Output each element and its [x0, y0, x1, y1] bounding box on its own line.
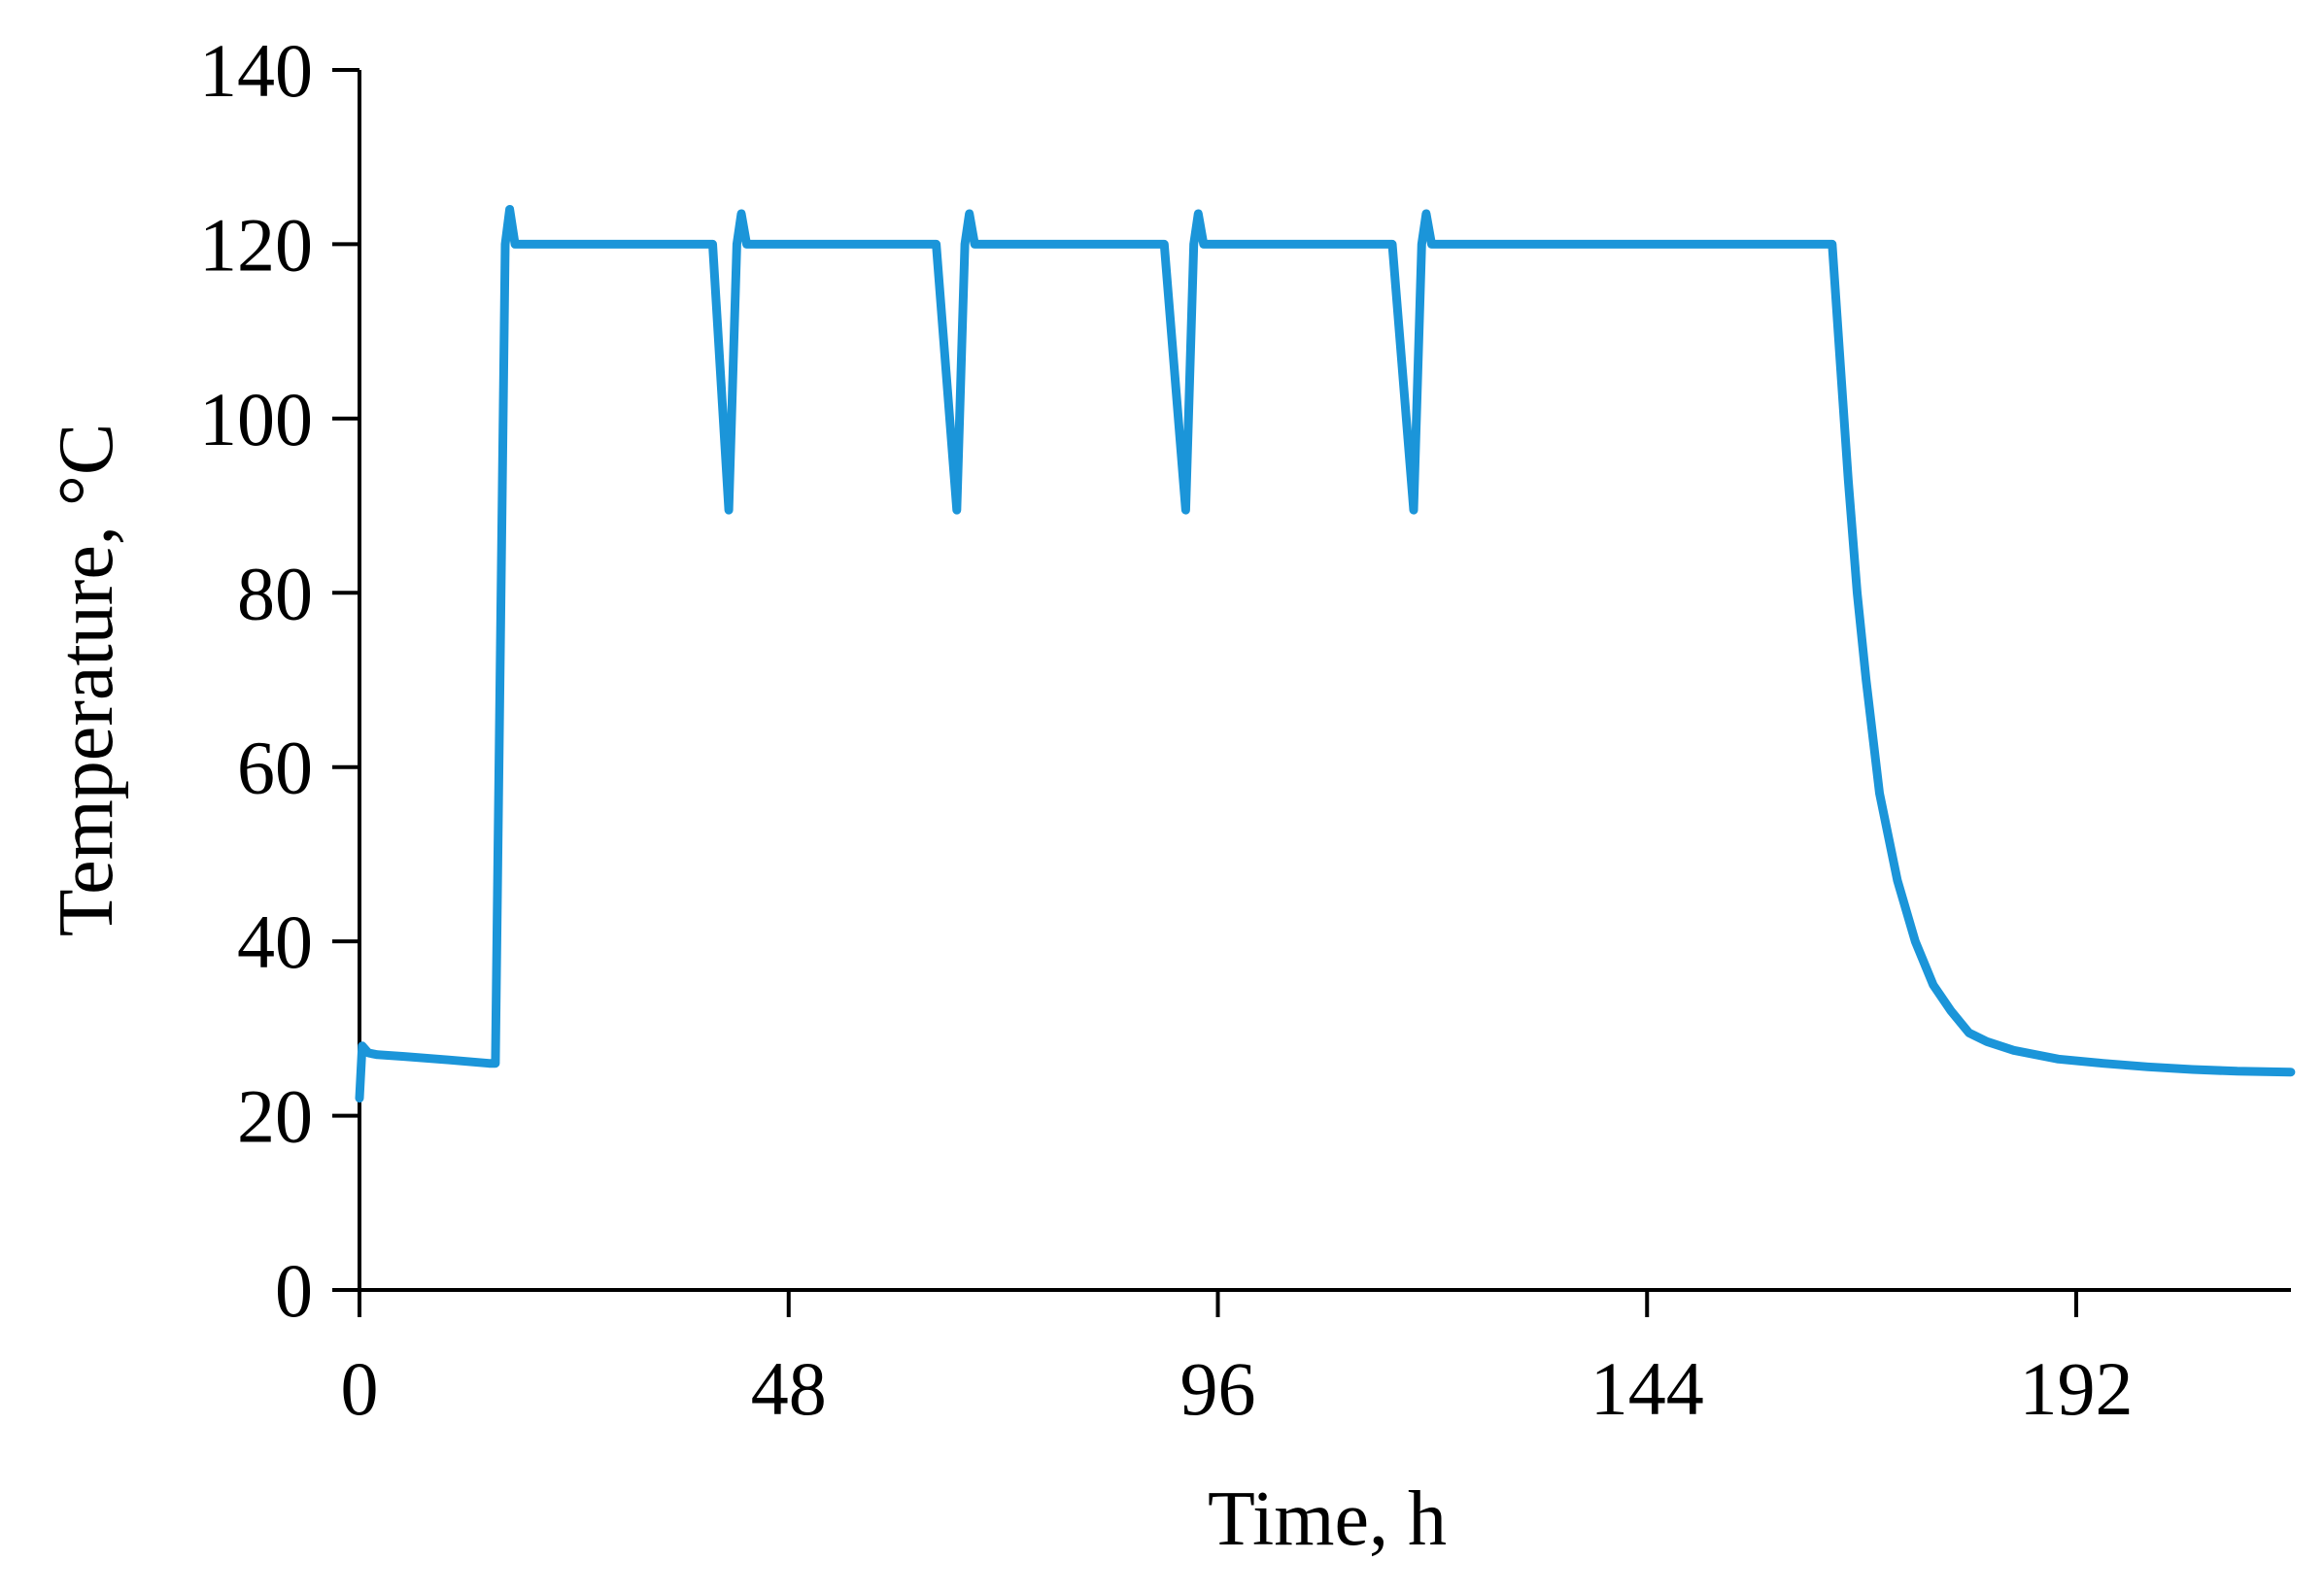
temperature-series-line	[355, 205, 2296, 1103]
y-tick-label: 80	[237, 551, 313, 635]
y-tick-label: 0	[275, 1248, 313, 1333]
x-tick-label: 48	[751, 1346, 827, 1431]
y-axis-title: Temperature, °C	[44, 424, 129, 936]
y-tick-label: 40	[237, 899, 313, 984]
y-axis-ticks: 0 20 40 60 80 100 120 140	[199, 28, 359, 1333]
y-tick-label: 100	[199, 377, 313, 461]
x-tick-label: 96	[1180, 1346, 1256, 1431]
x-tick-label: 0	[341, 1346, 379, 1431]
x-axis-ticks: 0 48 96 144 192	[341, 1290, 2134, 1431]
y-tick-label: 20	[237, 1074, 313, 1159]
x-tick-label: 192	[2020, 1346, 2134, 1431]
y-tick-label: 120	[199, 202, 313, 287]
x-axis-title: Time, h	[1208, 1476, 1447, 1562]
x-tick-label: 144	[1590, 1346, 1704, 1431]
y-tick-label: 140	[199, 28, 313, 113]
y-tick-label: 60	[237, 726, 313, 810]
